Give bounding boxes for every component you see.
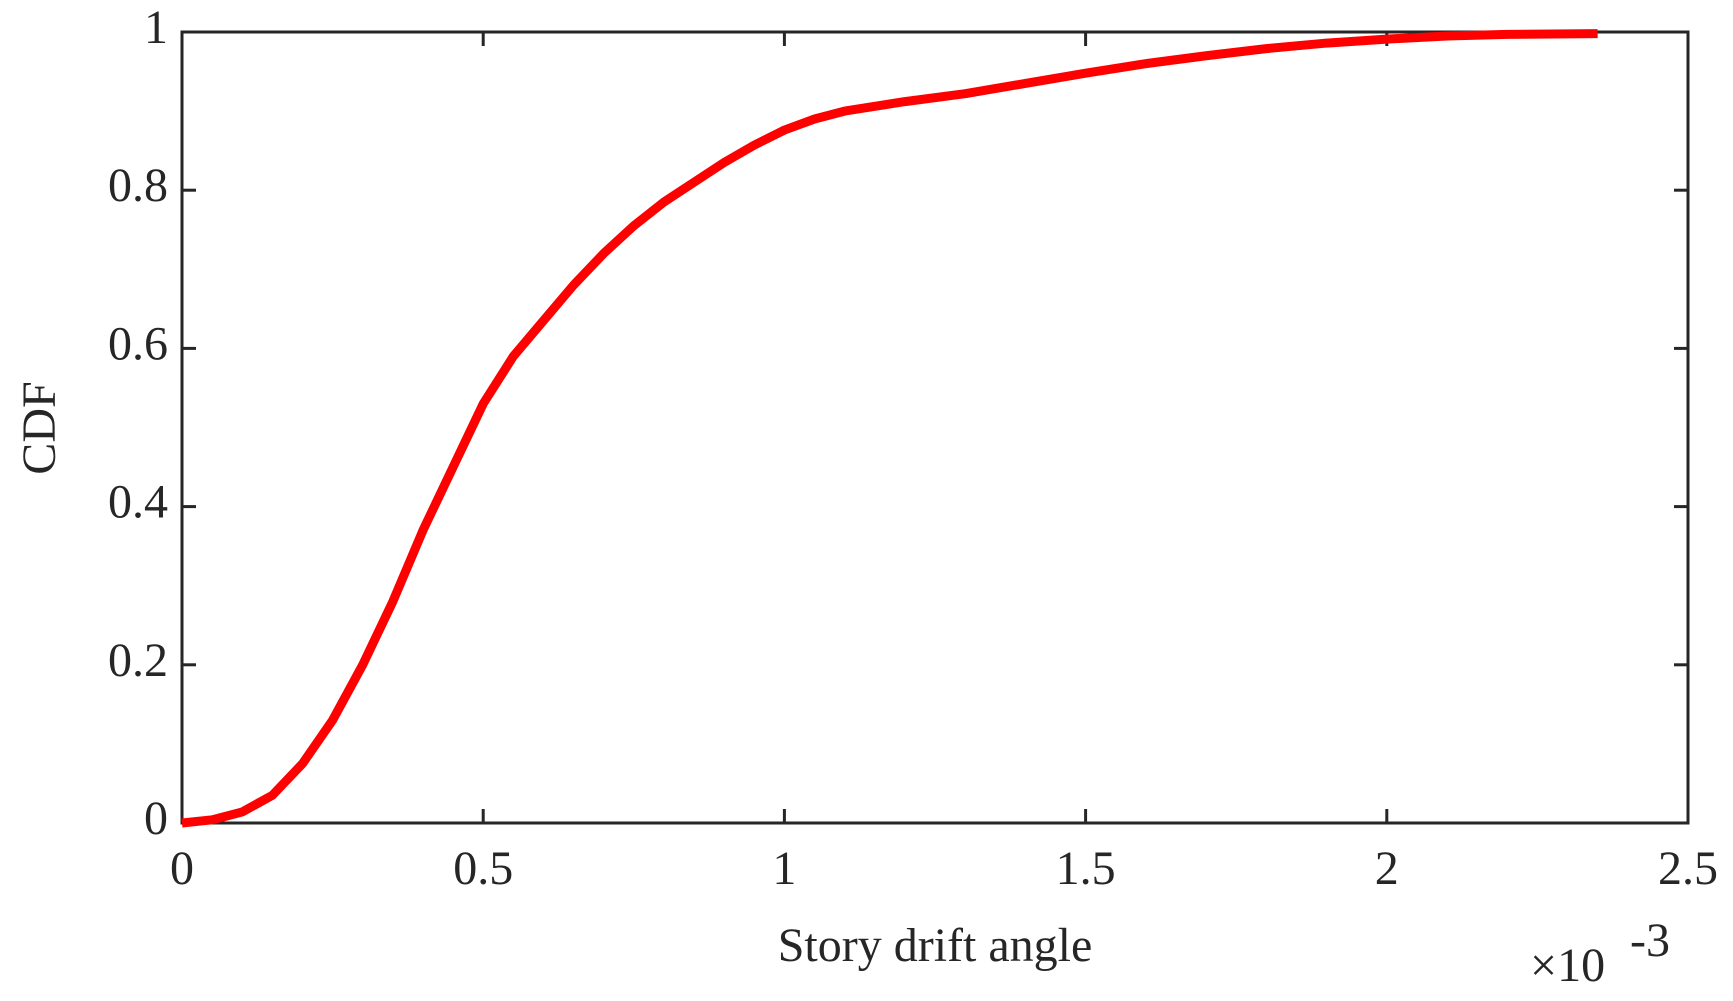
x-exponent-base: ×10 [1530, 939, 1605, 992]
y-tick-label: 0.2 [108, 634, 168, 687]
y-tick-label: 0.6 [108, 317, 168, 370]
y-tick-label: 0.4 [108, 476, 168, 529]
x-tick-label: 0.5 [453, 842, 513, 895]
y-tick-label: 1 [144, 1, 168, 54]
data-line [181, 29, 1598, 828]
y-tick-label: 0.8 [108, 159, 168, 212]
x-axis-label: Story drift angle [778, 919, 1093, 972]
x-tick-label: 0 [170, 842, 194, 895]
x-tick-label: 1.5 [1056, 842, 1116, 895]
x-exponent-power: -3 [1630, 914, 1670, 967]
y-axis-label: CDF [13, 381, 66, 474]
plot-frame [180, 30, 1690, 825]
y-tick-label: 0 [144, 792, 168, 845]
x-tick-label: 1 [772, 842, 796, 895]
x-tick-label: 2 [1375, 842, 1399, 895]
x-tick-label: 2.5 [1658, 842, 1718, 895]
